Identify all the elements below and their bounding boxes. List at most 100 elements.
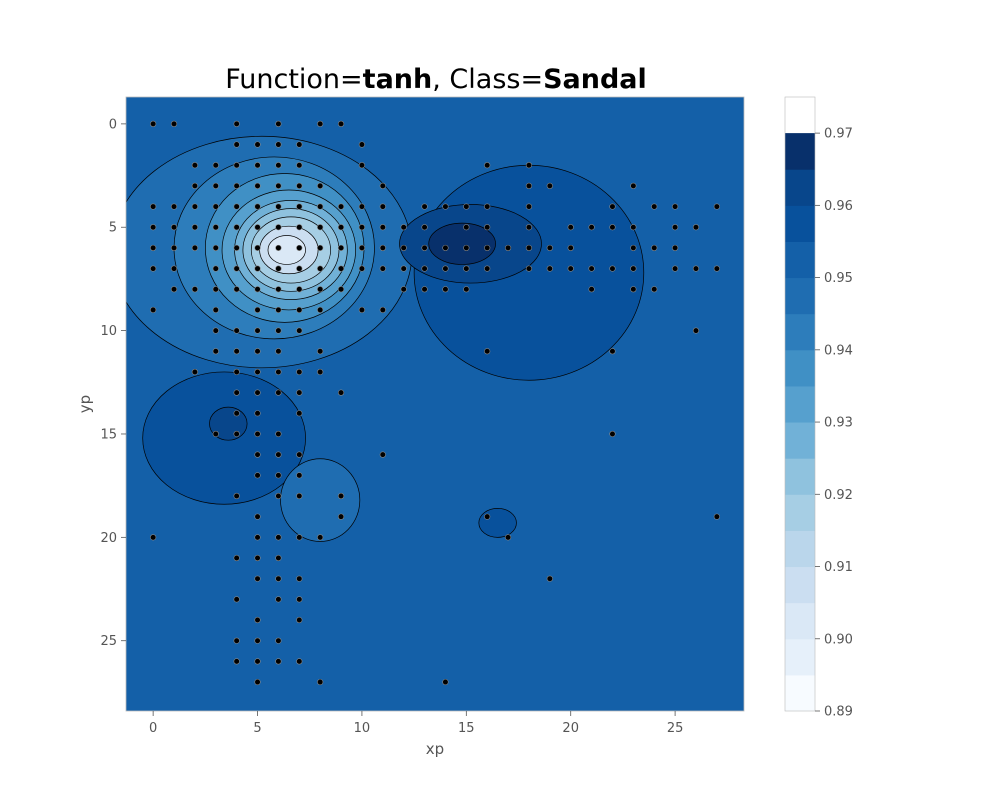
sample-point xyxy=(150,120,157,127)
colorbar-band xyxy=(785,169,815,206)
sample-point xyxy=(191,162,198,169)
sample-point xyxy=(296,616,303,624)
sample-point xyxy=(275,203,282,210)
sample-point xyxy=(233,224,240,231)
sample-point xyxy=(254,616,261,624)
sample-point xyxy=(275,575,282,582)
sample-point xyxy=(609,224,616,231)
sample-point xyxy=(212,265,219,272)
sample-point xyxy=(275,534,282,541)
sample-point xyxy=(254,534,261,541)
sample-point xyxy=(317,224,324,231)
title-prefix: Function= xyxy=(225,64,362,95)
sample-point xyxy=(275,141,282,148)
sample-point xyxy=(296,472,303,479)
sample-point xyxy=(651,286,658,293)
sample-point xyxy=(233,658,240,665)
sample-point xyxy=(191,224,198,231)
sample-point xyxy=(484,244,491,252)
sample-point xyxy=(275,368,282,376)
sample-point xyxy=(296,410,303,417)
sample-point xyxy=(275,596,282,603)
x-axis-label: xp xyxy=(426,740,444,758)
colorbar-tick-label: 0.96 xyxy=(824,199,853,214)
sample-point xyxy=(484,265,491,272)
sample-point xyxy=(254,141,261,148)
plot-frame xyxy=(125,96,745,712)
colorbar-band xyxy=(785,458,815,495)
y-tick-label: 20 xyxy=(100,531,117,546)
sample-point xyxy=(400,286,407,293)
sample-point xyxy=(379,244,386,252)
colorbar-tick-label: 0.91 xyxy=(824,560,853,575)
sample-point xyxy=(421,224,428,231)
colorbar-band xyxy=(785,494,815,531)
sample-point xyxy=(379,451,386,458)
colorbar-tick-label: 0.89 xyxy=(824,705,853,720)
sample-point xyxy=(254,203,261,210)
sample-point xyxy=(692,327,700,334)
sample-point xyxy=(525,182,533,189)
sample-point xyxy=(567,244,574,252)
sample-point xyxy=(296,575,303,582)
sample-point xyxy=(275,327,282,334)
contour-region-lower-mid-bump xyxy=(280,458,361,542)
sample-point xyxy=(546,265,553,272)
colorbar-band xyxy=(785,133,815,170)
colorbar-tick-label: 0.97 xyxy=(824,127,853,142)
sample-point xyxy=(150,224,157,231)
sample-point xyxy=(170,286,178,293)
sample-point xyxy=(254,368,261,376)
sample-point xyxy=(400,224,407,231)
sample-point xyxy=(296,658,303,665)
sample-point xyxy=(296,224,303,231)
sample-point xyxy=(358,141,366,148)
sample-point xyxy=(484,203,491,210)
sample-point xyxy=(588,286,595,293)
sample-point xyxy=(191,368,198,376)
sample-point xyxy=(233,596,240,603)
sample-point xyxy=(463,224,470,231)
colorbar-band xyxy=(785,530,815,568)
sample-point xyxy=(254,637,261,644)
sample-point xyxy=(212,224,219,231)
sample-point xyxy=(672,244,679,252)
sample-point xyxy=(233,492,240,500)
sample-point xyxy=(170,244,178,252)
sample-point xyxy=(212,327,219,334)
sample-point xyxy=(484,513,491,520)
sample-point xyxy=(254,265,261,272)
sample-point xyxy=(275,162,282,169)
sample-point xyxy=(212,203,219,210)
sample-point xyxy=(358,203,366,210)
sample-point xyxy=(254,182,261,189)
sample-point xyxy=(337,265,345,272)
sample-point xyxy=(254,451,261,458)
sample-point xyxy=(296,327,303,334)
sample-point xyxy=(525,162,533,169)
sample-point xyxy=(150,265,157,272)
colorbar-band xyxy=(785,385,815,423)
colorbar-tick-label: 0.93 xyxy=(824,416,853,431)
sample-point xyxy=(337,120,345,127)
sample-point xyxy=(630,182,637,189)
sample-point xyxy=(233,368,240,376)
sample-point xyxy=(588,224,595,231)
sample-point xyxy=(672,265,679,272)
sample-point xyxy=(296,182,303,189)
sample-point xyxy=(317,203,324,210)
sample-point xyxy=(421,203,428,210)
sample-point xyxy=(463,265,470,272)
sample-point xyxy=(150,244,157,252)
sample-point xyxy=(275,348,282,355)
sample-point xyxy=(630,286,637,293)
sample-point xyxy=(379,203,386,210)
sample-point xyxy=(317,678,324,686)
sample-point xyxy=(254,554,261,562)
title-function: tanh xyxy=(363,64,433,95)
sample-point xyxy=(212,348,219,355)
sample-point xyxy=(317,182,324,189)
sample-point xyxy=(233,203,240,210)
colorbar-band xyxy=(785,277,815,315)
